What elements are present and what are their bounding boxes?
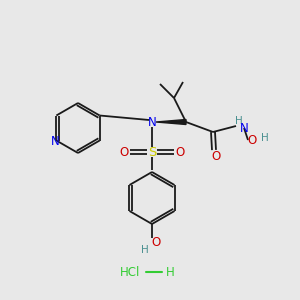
Text: H: H	[261, 133, 269, 143]
Text: O: O	[152, 236, 160, 250]
Text: S: S	[148, 146, 156, 158]
Text: O: O	[119, 146, 129, 158]
Text: H: H	[235, 116, 243, 126]
Text: HCl: HCl	[120, 266, 140, 278]
Text: H: H	[141, 245, 149, 255]
Text: O: O	[176, 146, 184, 158]
Text: O: O	[212, 149, 220, 163]
Text: N: N	[51, 135, 60, 148]
Text: N: N	[148, 116, 156, 128]
Text: H: H	[166, 266, 174, 278]
Text: N: N	[240, 122, 249, 134]
Polygon shape	[156, 119, 186, 124]
Text: O: O	[248, 134, 256, 146]
